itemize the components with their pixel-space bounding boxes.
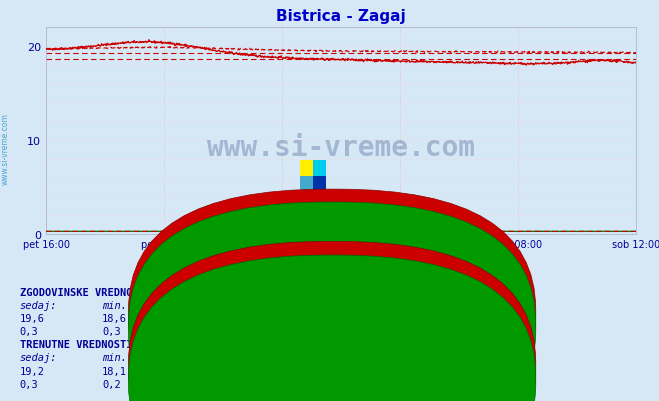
- Text: maks.:: maks.:: [254, 300, 291, 310]
- Text: zadnji dan / 5 minut.: zadnji dan / 5 minut.: [264, 263, 395, 273]
- Text: 0,3: 0,3: [254, 326, 272, 336]
- Text: 18,1: 18,1: [102, 366, 127, 376]
- Text: Bistrica - Zagaj: Bistrica - Zagaj: [326, 352, 426, 363]
- Text: www.si-vreme.com: www.si-vreme.com: [207, 134, 475, 162]
- Text: Bistrica - Zagaj: Bistrica - Zagaj: [326, 300, 426, 311]
- Text: 19,2: 19,2: [20, 366, 45, 376]
- Text: TRENUTNE VREDNOSTI (polna črta):: TRENUTNE VREDNOSTI (polna črta):: [20, 339, 219, 349]
- Text: povpr.:: povpr.:: [178, 300, 221, 310]
- Text: www.si-vreme.com: www.si-vreme.com: [1, 113, 10, 184]
- Text: Slovenija / reke in morje.: Slovenija / reke in morje.: [248, 251, 411, 261]
- Text: Meritve: povprečne  Enote: metrične  Črta: minmum: Meritve: povprečne Enote: metrične Črta:…: [177, 275, 482, 287]
- Text: 0,3: 0,3: [178, 326, 196, 336]
- Text: maks.:: maks.:: [254, 352, 291, 362]
- Bar: [300, 176, 313, 192]
- Text: temperatura[C]: temperatura[C]: [342, 366, 430, 376]
- Text: min.:: min.:: [102, 300, 133, 310]
- Text: 0,3: 0,3: [102, 326, 121, 336]
- Bar: [313, 176, 326, 192]
- Text: 0,3: 0,3: [254, 379, 272, 389]
- Text: 0,3: 0,3: [20, 379, 38, 389]
- Title: Bistrica - Zagaj: Bistrica - Zagaj: [276, 9, 406, 24]
- Text: 19,4: 19,4: [178, 366, 203, 376]
- Text: pretok[m3/s]: pretok[m3/s]: [342, 379, 417, 389]
- Text: 0,3: 0,3: [20, 326, 38, 336]
- Bar: [313, 160, 326, 176]
- Text: povpr.:: povpr.:: [178, 352, 221, 362]
- Text: sedaj:: sedaj:: [20, 352, 57, 362]
- Text: pretok[m3/s]: pretok[m3/s]: [342, 326, 417, 336]
- Text: 19,6: 19,6: [178, 314, 203, 324]
- Text: 20,7: 20,7: [254, 314, 279, 324]
- Text: temperatura[C]: temperatura[C]: [342, 314, 430, 324]
- Text: sedaj:: sedaj:: [20, 300, 57, 310]
- Text: 19,6: 19,6: [20, 314, 45, 324]
- Text: min.:: min.:: [102, 352, 133, 362]
- Text: ZGODOVINSKE VREDNOSTI (črtkana črta):: ZGODOVINSKE VREDNOSTI (črtkana črta):: [20, 287, 251, 297]
- Text: 20,7: 20,7: [254, 366, 279, 376]
- Bar: [300, 160, 313, 176]
- Text: 0,2: 0,2: [178, 379, 196, 389]
- Text: 0,2: 0,2: [102, 379, 121, 389]
- Text: 18,6: 18,6: [102, 314, 127, 324]
